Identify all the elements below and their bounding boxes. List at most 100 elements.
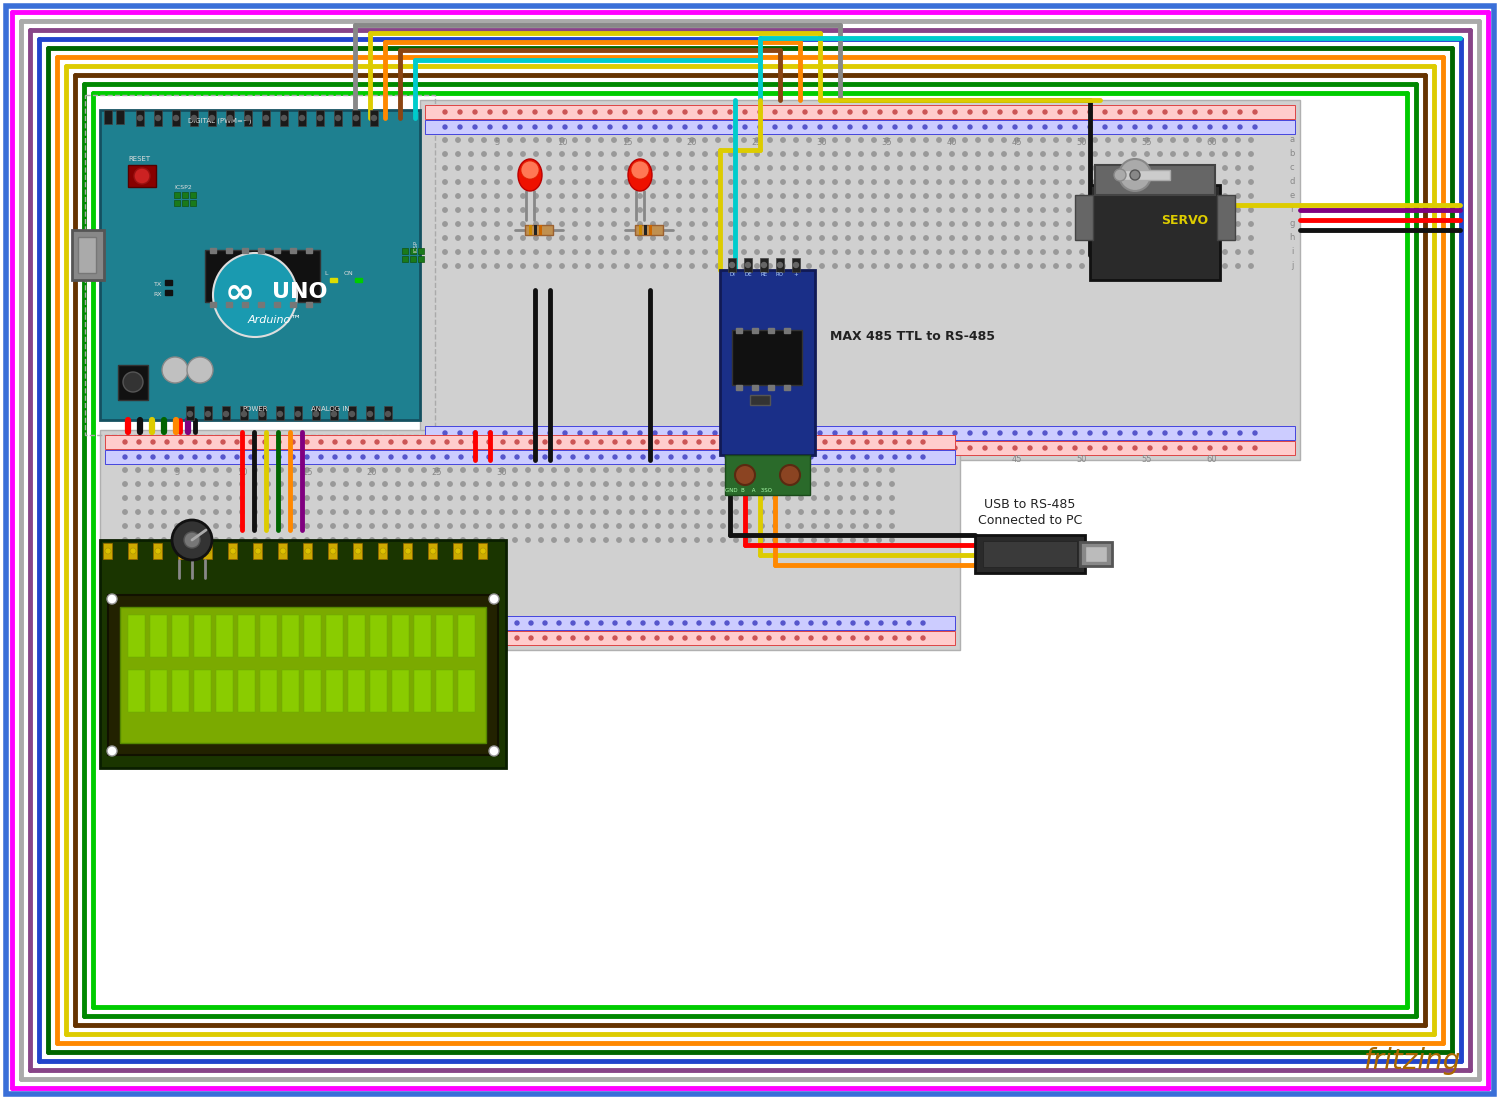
Circle shape	[598, 179, 603, 184]
Circle shape	[148, 524, 153, 528]
Circle shape	[1238, 110, 1242, 114]
Circle shape	[664, 152, 668, 156]
Circle shape	[556, 440, 561, 444]
Bar	[752, 328, 758, 333]
Bar	[128, 615, 146, 657]
Bar	[768, 328, 774, 333]
Circle shape	[572, 455, 574, 459]
Circle shape	[230, 548, 236, 554]
Circle shape	[850, 482, 855, 486]
Circle shape	[488, 440, 490, 444]
Circle shape	[754, 222, 759, 227]
Circle shape	[690, 264, 694, 268]
Circle shape	[859, 250, 862, 254]
Circle shape	[1058, 125, 1062, 129]
Circle shape	[591, 496, 596, 500]
Circle shape	[578, 431, 582, 434]
Circle shape	[716, 264, 720, 268]
Circle shape	[442, 179, 447, 184]
Circle shape	[1002, 152, 1007, 156]
Circle shape	[742, 431, 747, 434]
Bar	[525, 226, 554, 235]
Circle shape	[782, 440, 784, 444]
Circle shape	[304, 524, 309, 528]
Circle shape	[422, 509, 426, 514]
Circle shape	[608, 125, 612, 129]
Circle shape	[172, 520, 211, 560]
Circle shape	[501, 636, 506, 640]
Bar	[404, 543, 412, 559]
Text: ON: ON	[344, 271, 352, 276]
Circle shape	[614, 621, 616, 625]
Circle shape	[548, 194, 550, 198]
Circle shape	[509, 250, 512, 254]
Circle shape	[1106, 166, 1110, 170]
Bar	[312, 406, 320, 420]
Bar	[100, 540, 506, 768]
Circle shape	[442, 110, 447, 114]
Circle shape	[708, 509, 712, 514]
Text: 50: 50	[1077, 138, 1088, 147]
Circle shape	[698, 440, 700, 444]
Circle shape	[1197, 222, 1202, 227]
Circle shape	[162, 358, 188, 383]
Circle shape	[188, 524, 192, 528]
Circle shape	[500, 482, 504, 486]
Circle shape	[532, 446, 537, 450]
Circle shape	[591, 524, 596, 528]
Circle shape	[1066, 235, 1071, 240]
Circle shape	[1172, 264, 1174, 268]
Bar	[356, 278, 362, 282]
Circle shape	[509, 166, 512, 170]
Bar	[1095, 165, 1215, 195]
Circle shape	[165, 440, 170, 444]
Circle shape	[430, 621, 435, 625]
Circle shape	[592, 110, 597, 114]
Circle shape	[548, 446, 552, 450]
Circle shape	[988, 179, 993, 184]
Circle shape	[1054, 152, 1058, 156]
Circle shape	[612, 166, 616, 170]
Circle shape	[1054, 208, 1058, 212]
Circle shape	[729, 222, 734, 227]
Circle shape	[1184, 264, 1188, 268]
Circle shape	[656, 621, 658, 625]
Circle shape	[626, 138, 628, 142]
Circle shape	[753, 455, 758, 459]
Bar	[290, 248, 296, 253]
Circle shape	[333, 621, 338, 625]
Circle shape	[1158, 152, 1162, 156]
Circle shape	[1132, 235, 1136, 240]
Circle shape	[266, 496, 270, 500]
Circle shape	[482, 138, 486, 142]
Circle shape	[1197, 166, 1202, 170]
Circle shape	[214, 509, 217, 514]
Circle shape	[638, 250, 642, 254]
Circle shape	[885, 264, 890, 268]
Circle shape	[573, 208, 578, 212]
Circle shape	[656, 455, 658, 459]
Circle shape	[188, 496, 192, 500]
Circle shape	[976, 235, 980, 240]
Circle shape	[729, 179, 734, 184]
Circle shape	[1172, 208, 1174, 212]
Circle shape	[758, 431, 762, 434]
Bar	[128, 670, 146, 712]
Circle shape	[859, 152, 862, 156]
Circle shape	[758, 125, 762, 129]
Circle shape	[612, 264, 616, 268]
Circle shape	[626, 250, 628, 254]
Circle shape	[638, 431, 642, 434]
Bar	[242, 248, 248, 253]
Circle shape	[1184, 222, 1188, 227]
Circle shape	[638, 152, 642, 156]
Text: 10: 10	[237, 645, 248, 654]
Circle shape	[747, 496, 752, 500]
Circle shape	[638, 264, 642, 268]
Circle shape	[716, 208, 720, 212]
Circle shape	[396, 524, 400, 528]
Circle shape	[656, 496, 660, 500]
Bar	[316, 110, 324, 126]
Circle shape	[304, 482, 309, 486]
Circle shape	[592, 125, 597, 129]
